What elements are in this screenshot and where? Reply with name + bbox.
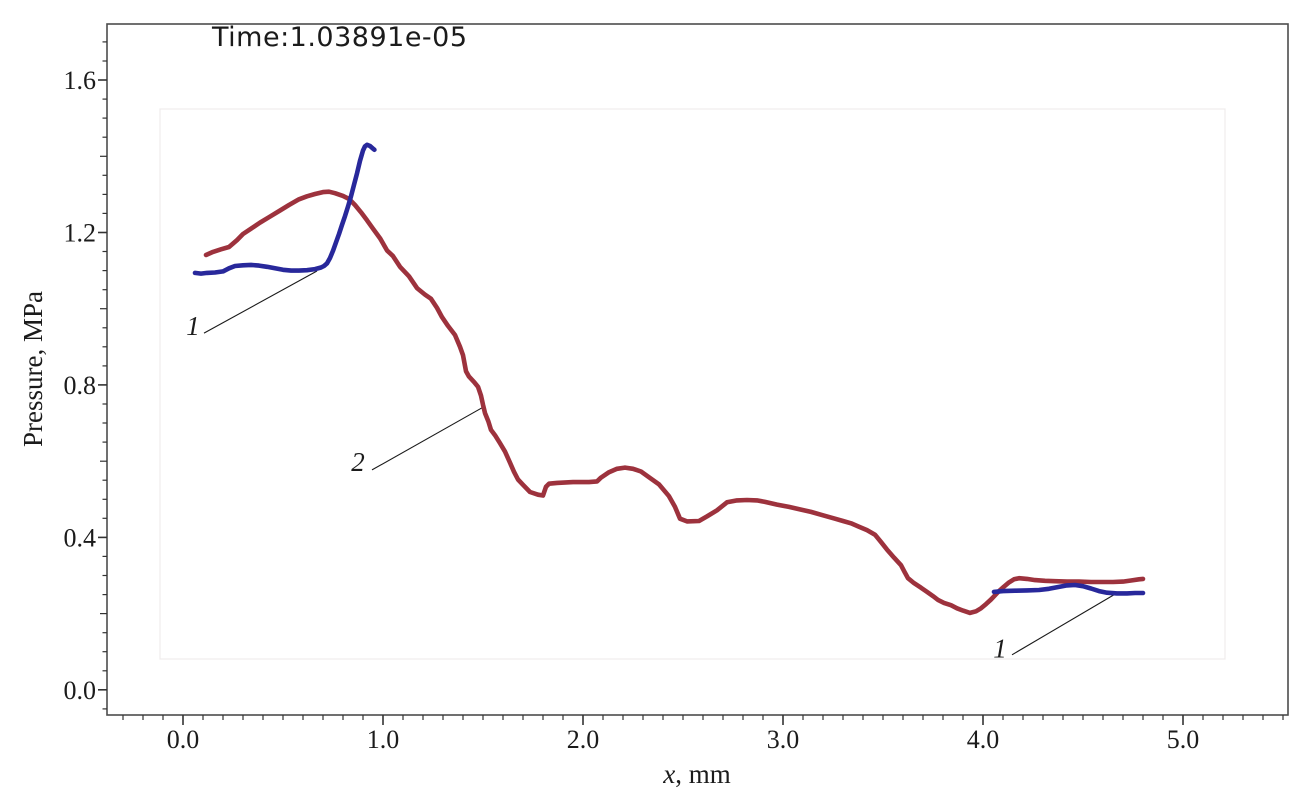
x-tick-label: 5.0	[1167, 725, 1200, 754]
x-tick-label: 0.0	[167, 725, 200, 754]
x-axis-label-units: , mm	[675, 759, 731, 789]
y-tick-label: 1.6	[64, 66, 97, 95]
x-axis-label-symbol: x	[662, 759, 675, 789]
inner-highlight-box	[159, 108, 1226, 660]
annotation-leader-line	[203, 270, 318, 334]
annotation-label: 1	[993, 634, 1007, 664]
annotation-label: 1	[186, 311, 200, 341]
curve-1-right-curve	[991, 582, 1146, 596]
curve-1-left-curve	[192, 142, 377, 276]
x-tick-label: 4.0	[967, 725, 1000, 754]
annotation-leader-line	[1011, 592, 1118, 656]
y-tick-label: 1.2	[64, 219, 97, 248]
annotation-label: 2	[351, 447, 365, 477]
y-tick-label: 0.4	[64, 523, 97, 552]
annotation-leader-line	[371, 407, 483, 471]
x-axis-label: x, mm	[662, 759, 731, 789]
y-axis-label: Pressure, MPa	[18, 291, 48, 447]
x-tick-label: 2.0	[567, 725, 600, 754]
x-tick-label: 3.0	[767, 725, 800, 754]
y-tick-label: 0.0	[64, 676, 97, 705]
y-tick-label: 0.8	[64, 371, 97, 400]
x-tick-label: 1.0	[367, 725, 400, 754]
curve-2-curve	[203, 189, 1146, 616]
chart-title: Time:1.03891e-05	[211, 22, 468, 53]
plot-frame	[106, 23, 1289, 716]
